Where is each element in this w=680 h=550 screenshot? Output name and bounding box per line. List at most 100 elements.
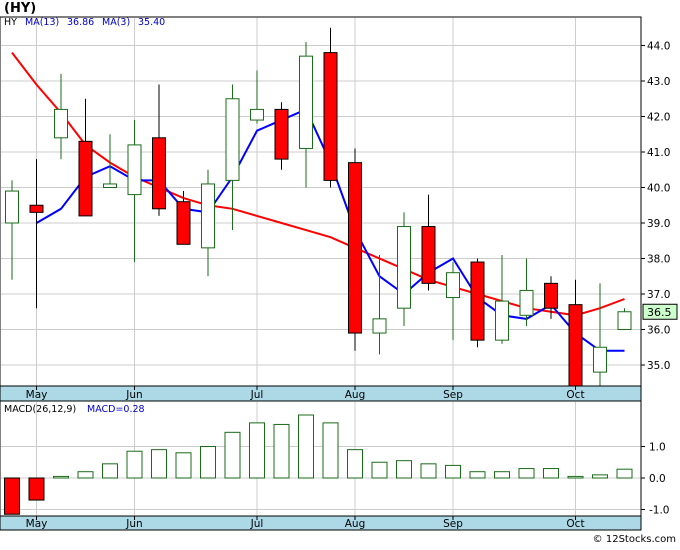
candle-body <box>152 137 166 210</box>
candle-body <box>593 346 607 373</box>
macd-y-tick-label: -1.0 <box>649 505 670 517</box>
down-candle <box>152 84 166 216</box>
macd-bar <box>249 422 265 479</box>
price-y-tick-label: 42.0 <box>647 112 670 124</box>
candle-body <box>225 98 240 181</box>
price-y-axis: 35.0 36.0 37.0 38.0 39.0 40.0 41.0 42.0 43.0 44.0 <box>641 41 670 372</box>
macd-y-tick-label: 0.0 <box>649 473 666 485</box>
up-candle <box>593 283 607 394</box>
macd-x-tick-label: Jul <box>250 518 264 530</box>
up-candle <box>54 73 68 160</box>
down-candle <box>544 276 558 319</box>
macd-bar <box>420 463 437 479</box>
macd-value-label: MACD=0.28 <box>87 404 145 415</box>
price-x-tick-label: Aug <box>345 389 366 401</box>
price-y-tick-label: 35.0 <box>647 360 670 372</box>
down-candle <box>78 98 93 217</box>
up-candle <box>299 41 313 188</box>
candle-body <box>29 204 44 213</box>
ticker-title: (HY) <box>4 1 36 16</box>
macd-bar <box>102 463 118 479</box>
candle-body <box>617 311 632 330</box>
macd-x-tick-label: Aug <box>345 518 366 530</box>
macd-label: MACD(26,12,9) <box>4 404 76 415</box>
price-y-tick-label: 44.0 <box>647 41 670 53</box>
down-candle <box>421 194 436 291</box>
candle-body <box>421 226 436 284</box>
candle-body <box>103 183 117 188</box>
symbol-label: HY <box>4 17 17 28</box>
price-panel-frame <box>0 16 642 387</box>
candle-body <box>127 144 142 196</box>
macd-bar <box>616 468 633 479</box>
candle-body <box>299 55 313 149</box>
candle-body <box>470 261 485 341</box>
last-price-tag <box>642 303 678 320</box>
macd-bar <box>592 474 608 479</box>
price-y-tick-label: 40.0 <box>647 183 670 195</box>
macd-x-axis: May Jun Jul Aug Sep Oct <box>26 516 585 530</box>
price-x-axis-band <box>0 385 642 402</box>
candle-body <box>78 140 93 217</box>
ma-long-label: MA(13) <box>25 17 59 28</box>
price-y-tick-label: 36.0 <box>647 325 670 337</box>
macd-bar <box>4 477 20 515</box>
price-x-tick-label: Jul <box>250 389 264 401</box>
price-y-tick-label: 41.0 <box>647 147 670 159</box>
up-candle <box>127 120 142 263</box>
macd-y-axis: -1.0 0.0 1.0 <box>641 442 670 517</box>
macd-bar <box>518 468 535 479</box>
down-candle <box>176 191 191 245</box>
price-y-tick-label: 38.0 <box>647 254 670 266</box>
candle-body <box>250 108 264 121</box>
price-x-tick-label: May <box>26 389 48 401</box>
last-price-value: 36.5 <box>647 306 672 319</box>
ma-long-value: 36.86 <box>67 17 94 28</box>
macd-bar <box>445 464 461 479</box>
macd-bar <box>28 477 45 501</box>
up-candle <box>250 70 264 124</box>
macd-panel-frame <box>0 400 642 517</box>
watermark: © 12Stocks.com <box>593 534 676 545</box>
ma-short-value: 35.40 <box>138 17 165 28</box>
candle-body <box>5 190 19 224</box>
candle-body <box>372 318 387 334</box>
price-x-tick-label: Oct <box>566 389 584 401</box>
macd-bar <box>175 452 192 479</box>
down-candle <box>323 27 338 188</box>
price-y-tick-label: 39.0 <box>647 218 670 230</box>
down-candle <box>348 148 362 351</box>
macd-x-tick-label: Oct <box>566 518 584 530</box>
down-candle <box>29 159 44 309</box>
macd-bar <box>322 422 339 479</box>
macd-bars <box>4 414 633 515</box>
macd-bar <box>494 471 510 479</box>
macd-x-tick-label: Sep <box>443 518 463 530</box>
candle-body <box>397 226 411 309</box>
candle-body <box>519 289 534 316</box>
price-x-tick-label: Jun <box>125 389 142 401</box>
macd-bar <box>200 446 216 479</box>
up-candle <box>397 212 411 326</box>
macd-x-tick-label: Jun <box>125 518 142 530</box>
candle-body <box>446 272 460 299</box>
price-y-tick-label: 37.0 <box>647 289 670 301</box>
macd-bar <box>347 449 363 479</box>
price-x-axis: May Jun Jul Aug Sep Oct <box>26 386 585 401</box>
macd-bar <box>371 461 388 479</box>
up-candle <box>201 169 215 277</box>
macd-bar <box>396 460 412 479</box>
candle-body <box>348 162 362 334</box>
macd-bar <box>298 414 314 479</box>
macd-bar <box>543 468 559 479</box>
macd-bar <box>567 475 584 479</box>
up-candle <box>495 254 509 344</box>
macd-bar <box>151 449 167 479</box>
ma-short-label: MA(3) <box>102 17 130 28</box>
candle-body <box>544 282 558 309</box>
candle-body <box>323 52 338 181</box>
macd-x-axis-band <box>0 515 642 531</box>
macd-bar <box>53 475 69 479</box>
